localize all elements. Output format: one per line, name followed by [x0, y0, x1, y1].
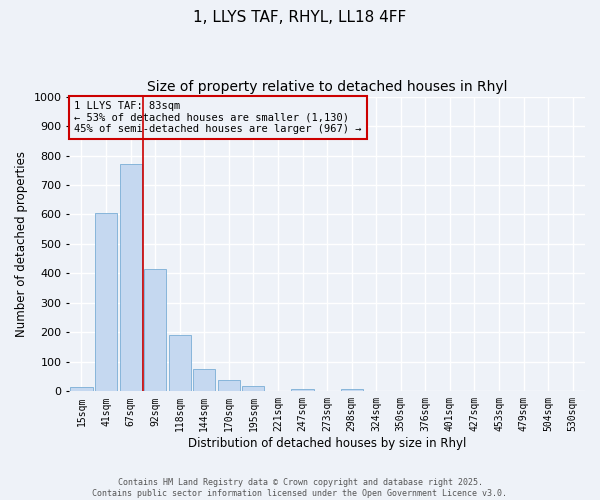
Text: 1, LLYS TAF, RHYL, LL18 4FF: 1, LLYS TAF, RHYL, LL18 4FF	[193, 10, 407, 25]
Bar	[95, 213, 117, 392]
Bar	[144, 269, 166, 392]
X-axis label: Distribution of detached houses by size in Rhyl: Distribution of detached houses by size …	[188, 437, 466, 450]
Text: 1 LLYS TAF: 83sqm
← 53% of detached houses are smaller (1,130)
45% of semi-detac: 1 LLYS TAF: 83sqm ← 53% of detached hous…	[74, 101, 362, 134]
Bar	[119, 164, 142, 392]
Text: Contains HM Land Registry data © Crown copyright and database right 2025.
Contai: Contains HM Land Registry data © Crown c…	[92, 478, 508, 498]
Bar	[341, 389, 363, 392]
Bar	[169, 334, 191, 392]
Y-axis label: Number of detached properties: Number of detached properties	[15, 151, 28, 337]
Bar	[218, 380, 240, 392]
Title: Size of property relative to detached houses in Rhyl: Size of property relative to detached ho…	[147, 80, 508, 94]
Bar	[242, 386, 265, 392]
Bar	[292, 389, 314, 392]
Bar	[193, 369, 215, 392]
Bar	[70, 387, 92, 392]
